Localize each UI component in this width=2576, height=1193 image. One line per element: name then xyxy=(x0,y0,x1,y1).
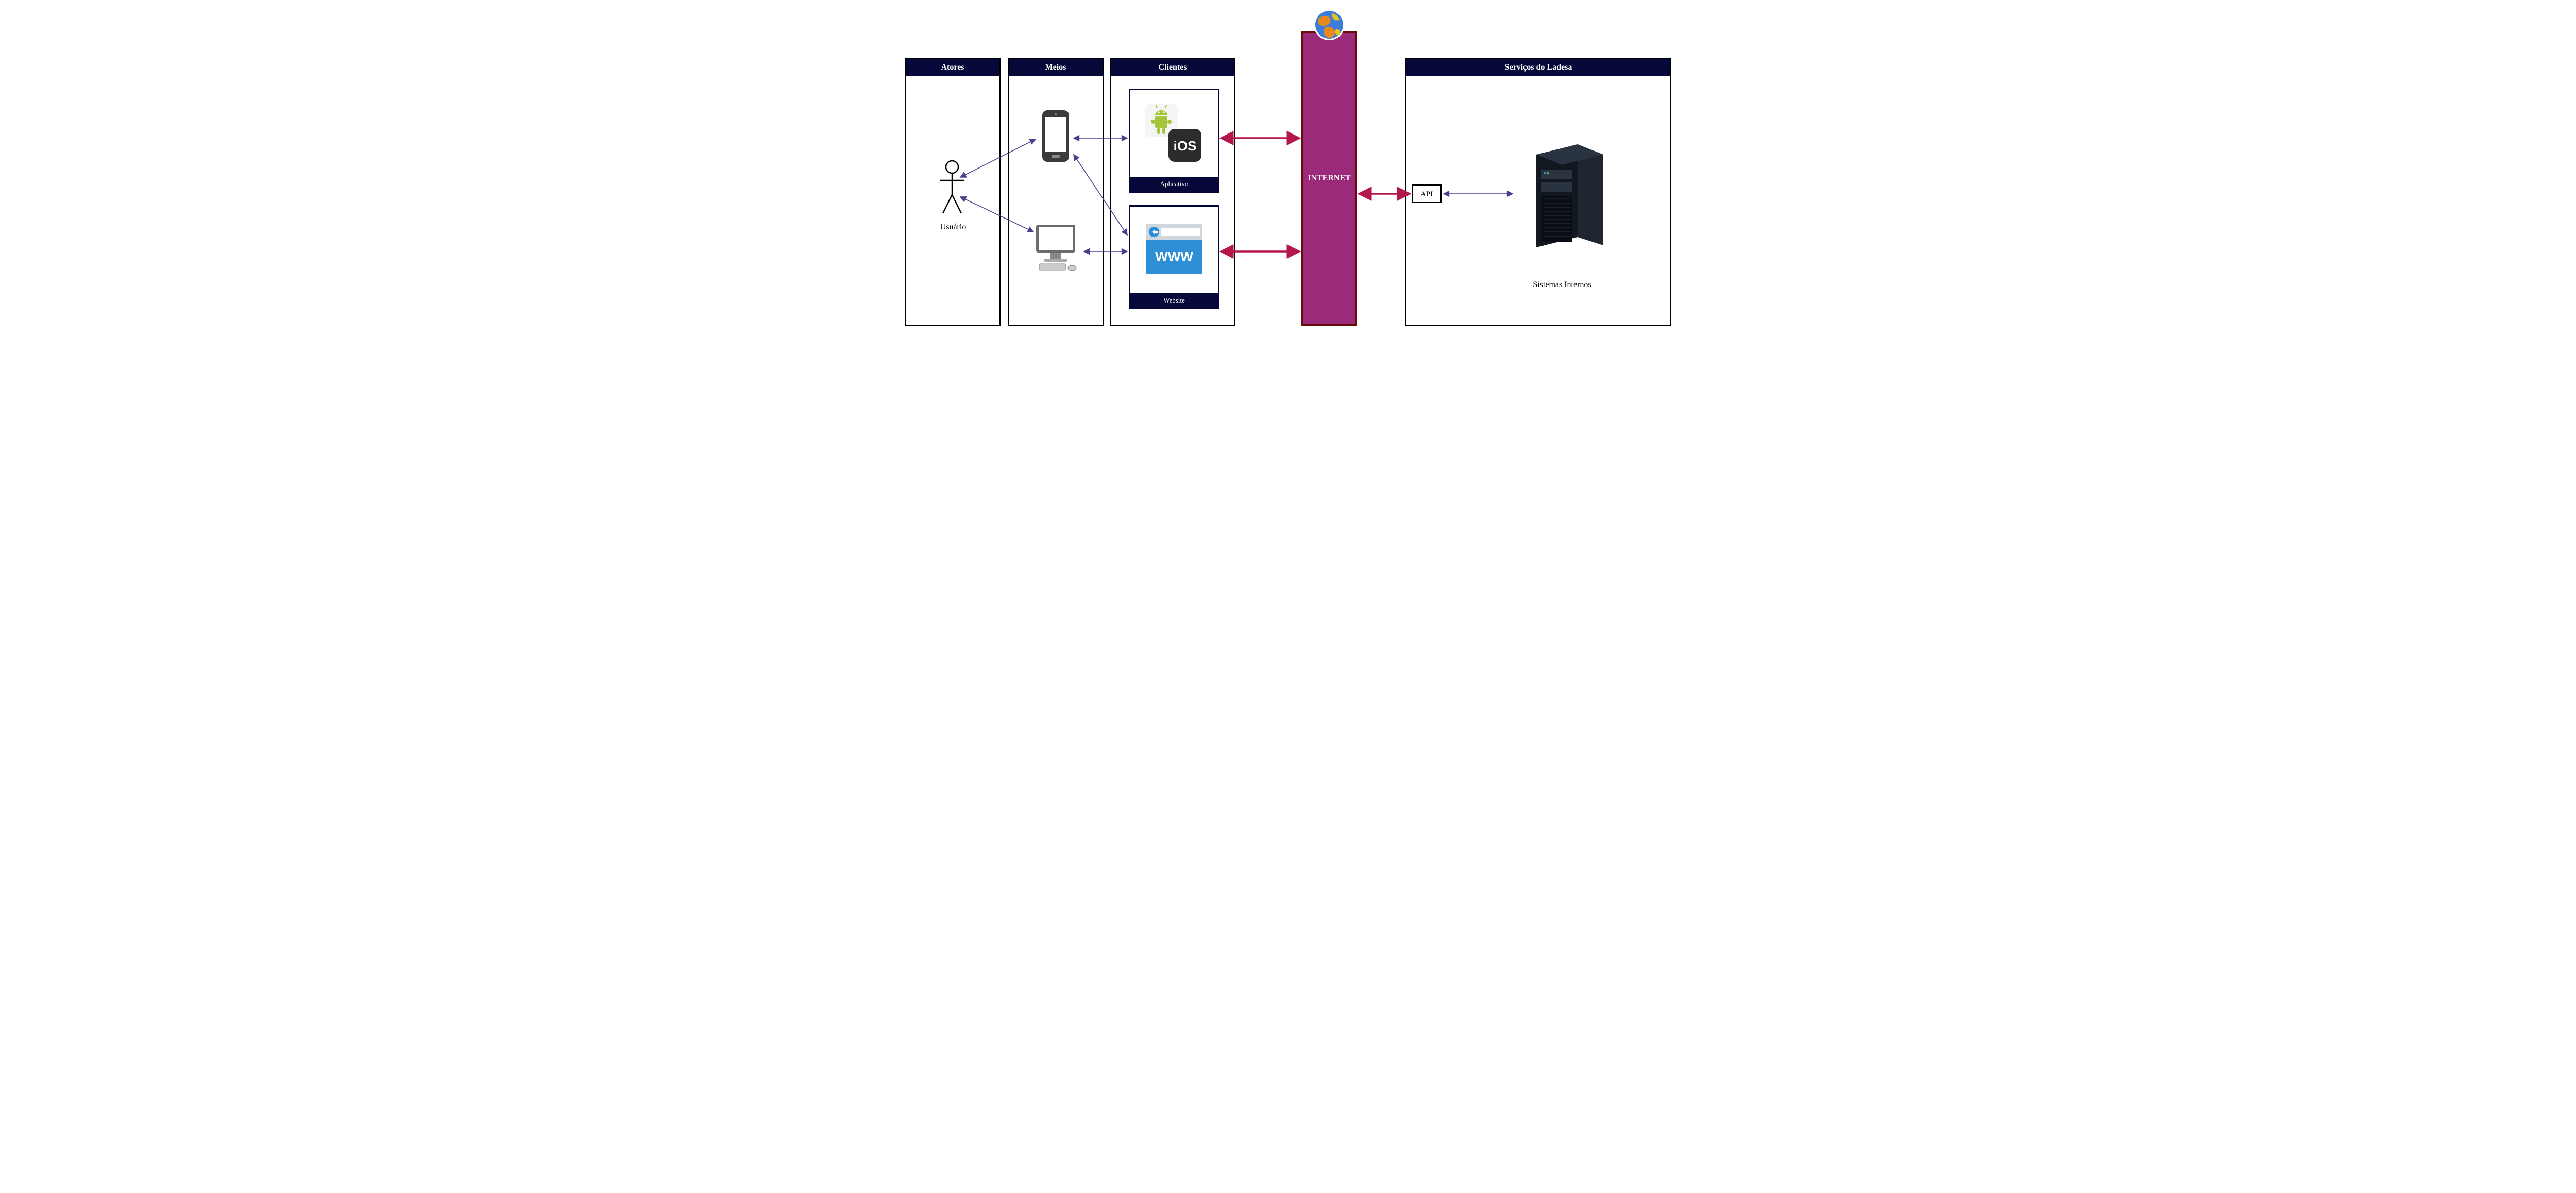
svg-text:iOS: iOS xyxy=(1174,138,1197,154)
server-label: Sistemas Internos xyxy=(1521,280,1603,290)
user-icon xyxy=(937,160,968,222)
computer-icon xyxy=(1030,222,1081,276)
card-aplicativo-footer: Aplicativo xyxy=(1130,177,1218,191)
card-website: WWW Website xyxy=(1129,205,1219,309)
column-meios: Meios xyxy=(1008,58,1104,326)
android-ios-icon: iOS xyxy=(1141,100,1208,167)
column-servicos-header: Serviços do Ladesa xyxy=(1406,59,1670,76)
api-box: API xyxy=(1412,184,1442,203)
card-aplicativo: iOS Aplicativo xyxy=(1129,89,1219,193)
column-clientes-header: Clientes xyxy=(1111,59,1234,76)
server-icon xyxy=(1516,134,1619,255)
column-meios-header: Meios xyxy=(1009,59,1103,76)
internet-label: INTERNET xyxy=(1308,174,1351,183)
user-label: Usuário xyxy=(927,223,979,232)
svg-text:WWW: WWW xyxy=(1155,249,1193,264)
globe-icon xyxy=(1313,8,1346,41)
column-atores-header: Atores xyxy=(906,59,999,76)
www-icon: WWW xyxy=(1141,219,1208,281)
card-website-body: WWW xyxy=(1130,207,1218,293)
card-website-footer: Website xyxy=(1130,293,1218,308)
card-aplicativo-body: iOS xyxy=(1130,90,1218,177)
internet-column: INTERNET xyxy=(1301,31,1357,326)
smartphone-icon xyxy=(1039,109,1072,165)
